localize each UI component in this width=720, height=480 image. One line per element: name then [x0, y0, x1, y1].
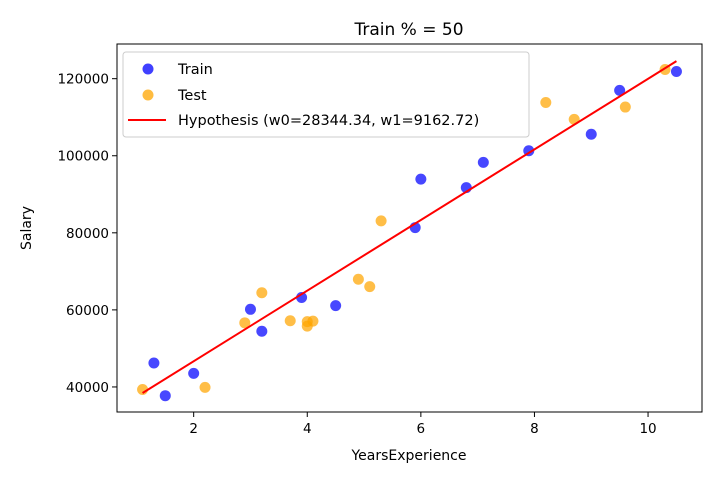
test-point	[352, 273, 364, 285]
train-point	[256, 325, 268, 337]
plot-frame	[116, 43, 703, 413]
train-point	[330, 300, 342, 312]
legend-hypothesis-label: Hypothesis (w0=28344.34, w1=9162.72)	[178, 113, 479, 129]
train-point	[148, 357, 160, 369]
y-axis-label: Salary	[19, 206, 35, 250]
legend-test-marker	[142, 89, 154, 101]
y-axis: 40000 60000 80000 100000 120000	[57, 72, 117, 396]
x-tick-label: 4	[303, 421, 312, 437]
test-point	[307, 315, 319, 327]
y-tick-label: 120000	[57, 72, 109, 88]
plot-area	[116, 43, 703, 413]
x-axis-label: YearsExperience	[350, 448, 466, 464]
test-point	[256, 287, 268, 299]
legend-test-label: Test	[177, 88, 207, 104]
y-tick-label: 60000	[66, 303, 109, 319]
train-point	[477, 156, 489, 168]
train-point	[244, 303, 256, 315]
train-point	[159, 390, 171, 402]
test-point	[199, 381, 211, 393]
train-point	[415, 173, 427, 185]
chart-marks	[137, 60, 682, 402]
test-point	[364, 281, 376, 293]
train-point	[585, 128, 597, 140]
legend-train-label: Train	[177, 62, 213, 78]
x-axis: 2 4 6 8 10	[189, 412, 657, 437]
chart-title: Train % = 50	[353, 20, 463, 40]
y-tick-label: 100000	[57, 149, 109, 165]
test-point	[619, 101, 631, 113]
train-point	[670, 65, 682, 77]
test-point	[375, 215, 387, 227]
x-tick-label: 8	[530, 421, 539, 437]
legend: Train Test Hypothesis (w0=28344.34, w1=9…	[122, 51, 530, 138]
x-tick-label: 10	[639, 421, 656, 437]
train-point	[188, 367, 200, 379]
train-point	[614, 84, 626, 96]
x-tick-label: 6	[417, 421, 426, 437]
x-tick-label: 2	[189, 421, 198, 437]
test-point	[540, 97, 552, 109]
y-tick-label: 40000	[66, 380, 109, 396]
hypothesis-line	[142, 60, 677, 394]
test-point	[284, 315, 296, 327]
test-point	[239, 317, 251, 329]
y-tick-label: 80000	[66, 226, 109, 242]
legend-train-marker	[142, 63, 154, 75]
legend-box	[122, 51, 530, 138]
